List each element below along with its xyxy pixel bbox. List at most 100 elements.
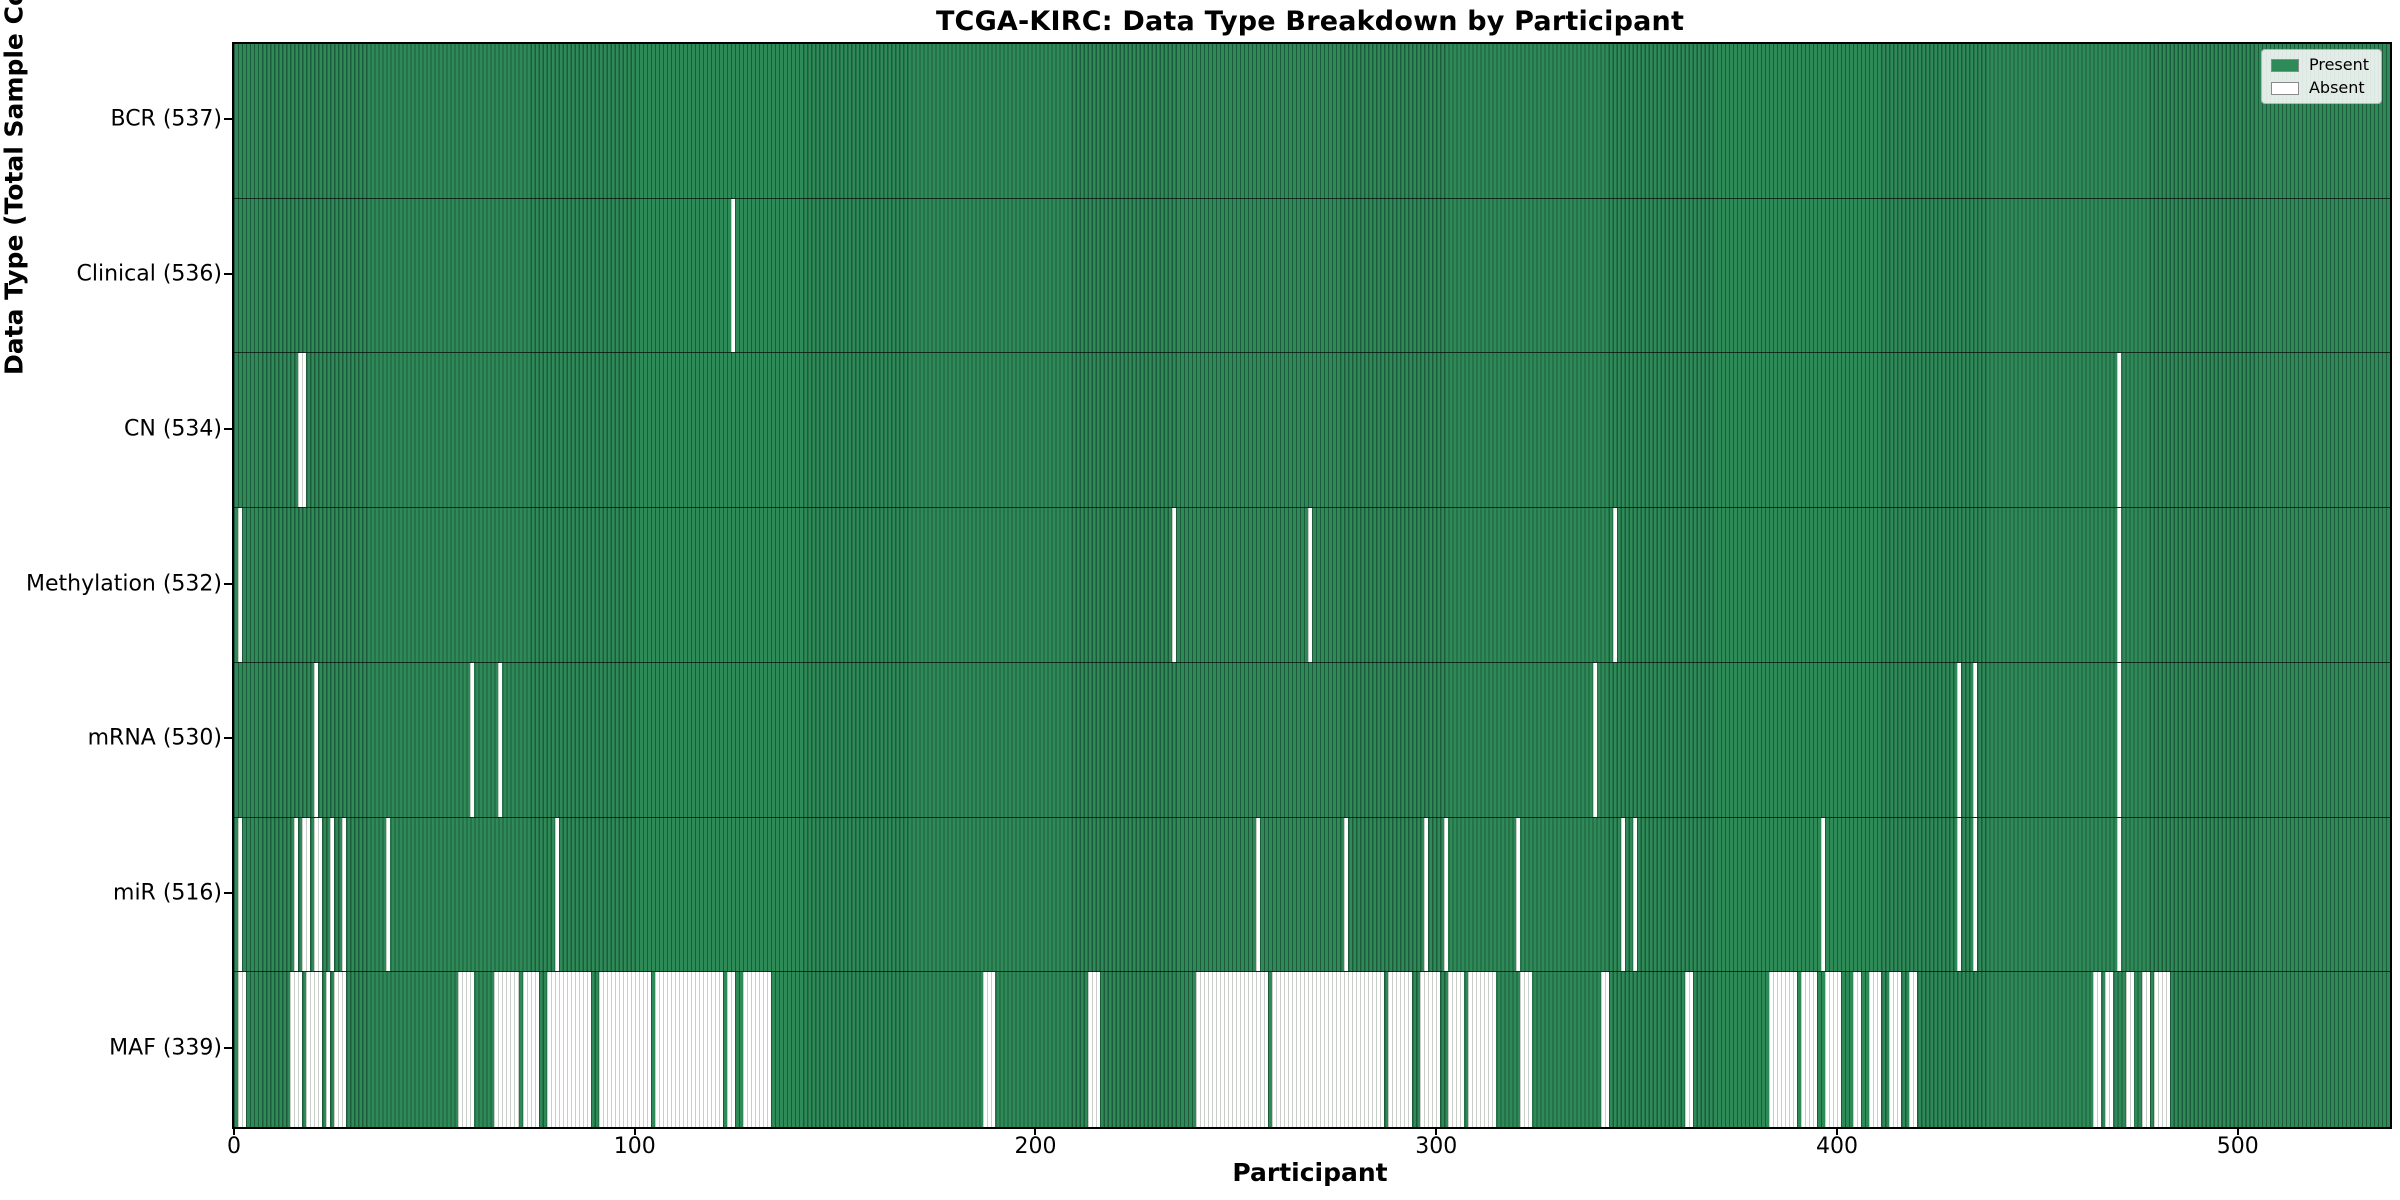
x-tick-mark: [633, 1127, 636, 1135]
y-tick-label-mrna: mRNA (530): [87, 725, 222, 751]
absent-bar: [314, 662, 319, 817]
absent-bar: [1516, 817, 1521, 972]
x-tick-label-300: 300: [1415, 1134, 1458, 1159]
absent-bar: [1307, 508, 1312, 662]
y-axis-label: Data Type (Total Sample Count): [0, 0, 29, 375]
absent-bar: [2117, 353, 2122, 508]
absent-bar: [1909, 972, 1918, 1127]
absent-bar: [294, 817, 299, 972]
absent-bar: [2093, 972, 2102, 1127]
legend-label: Present: [2308, 55, 2369, 74]
y-tick-label-clinical: Clinical (536): [76, 261, 222, 287]
absent-bar: [598, 972, 651, 1127]
absent-bar: [498, 662, 503, 817]
absent-bar: [1600, 972, 1609, 1127]
absent-bar: [1612, 508, 1617, 662]
absent-bar: [2125, 972, 2134, 1127]
x-tick-label-400: 400: [1815, 1134, 1858, 1159]
absent-bar: [1420, 972, 1441, 1127]
x-tick-mark: [2236, 1127, 2239, 1135]
absent-bar: [238, 508, 242, 662]
x-tick-label-500: 500: [2216, 1134, 2259, 1159]
row-band-mrna: [234, 662, 2390, 818]
x-tick-label-0: 0: [227, 1134, 241, 1159]
x-tick-label-100: 100: [613, 1134, 656, 1159]
y-tick-label-mir: miR (516): [113, 880, 222, 906]
absent-bar: [1620, 817, 1625, 972]
row-band-methylation: [234, 508, 2390, 663]
y-tick-mark: [224, 118, 232, 121]
x-tick-label-200: 200: [1014, 1134, 1057, 1159]
x-tick-mark: [1435, 1127, 1438, 1135]
x-tick-mark: [1835, 1127, 1838, 1135]
absent-bar: [1853, 972, 1861, 1127]
absent-bar: [2105, 972, 2114, 1127]
absent-bar: [1632, 817, 1637, 972]
absent-bar: [2153, 972, 2170, 1127]
absent-bar: [1344, 817, 1349, 972]
absent-bar: [1448, 972, 1465, 1127]
absent-bar: [1768, 972, 1797, 1127]
absent-bar: [470, 662, 475, 817]
y-tick-label-cn: CN (534): [124, 416, 222, 442]
chart-title: TCGA-KIRC: Data Type Breakdown by Partic…: [935, 6, 1685, 37]
y-tick-label-methylation: Methylation (532): [26, 571, 222, 596]
absent-bar: [1255, 817, 1260, 972]
absent-bar: [290, 972, 303, 1127]
y-tick-mark: [224, 737, 232, 740]
absent-bar: [1957, 662, 1962, 817]
absent-bar: [546, 972, 591, 1127]
legend-swatch-absent: [2270, 81, 2299, 95]
absent-bar: [1684, 972, 1693, 1127]
absent-bar: [386, 817, 391, 972]
absent-bar: [742, 972, 771, 1127]
plot-area: Present Absent: [232, 42, 2392, 1129]
absent-bar: [306, 972, 323, 1127]
y-tick-mark: [224, 427, 232, 430]
row-band-mir: [234, 817, 2390, 973]
absent-bar: [1869, 972, 1882, 1127]
absent-bar: [1592, 662, 1597, 817]
absent-bar: [1820, 817, 1825, 972]
absent-bar: [2141, 972, 2150, 1127]
absent-bar: [554, 817, 559, 972]
absent-bar: [494, 972, 519, 1127]
absent-bar: [1520, 972, 1533, 1127]
absent-bar: [1889, 972, 1902, 1127]
legend-item-present: Present: [2270, 55, 2369, 74]
absent-bar: [342, 817, 347, 972]
absent-bar: [2117, 508, 2122, 662]
absent-bar: [1424, 817, 1429, 972]
absent-bar: [1087, 972, 1100, 1127]
x-axis-label: Participant: [1232, 1158, 1388, 1187]
absent-bar: [238, 817, 242, 972]
legend: Present Absent: [2260, 49, 2382, 104]
x-tick-mark: [1034, 1127, 1037, 1135]
absent-bar: [302, 817, 311, 972]
absent-bar: [1388, 972, 1413, 1127]
absent-bar: [1957, 817, 1962, 972]
absent-bar: [1824, 972, 1841, 1127]
row-band-maf: [234, 972, 2390, 1127]
absent-bar: [730, 198, 735, 353]
y-tick-mark: [224, 891, 232, 894]
absent-bar: [330, 817, 335, 972]
absent-bar: [1444, 817, 1449, 972]
row-band-clinical: [234, 198, 2390, 354]
absent-bar: [522, 972, 539, 1127]
absent-bar: [1171, 508, 1176, 662]
absent-bar: [1973, 662, 1978, 817]
absent-bar: [1195, 972, 1268, 1127]
absent-bar: [334, 972, 347, 1127]
absent-bar: [314, 817, 323, 972]
row-band-cn: [234, 353, 2390, 509]
absent-bar: [726, 972, 735, 1127]
absent-bar: [2117, 662, 2122, 817]
y-tick-mark: [224, 582, 232, 585]
absent-bar: [1973, 817, 1978, 972]
x-tick-mark: [233, 1127, 235, 1135]
absent-bar: [458, 972, 475, 1127]
y-tick-mark: [224, 1046, 232, 1049]
legend-swatch-present: [2270, 58, 2299, 72]
